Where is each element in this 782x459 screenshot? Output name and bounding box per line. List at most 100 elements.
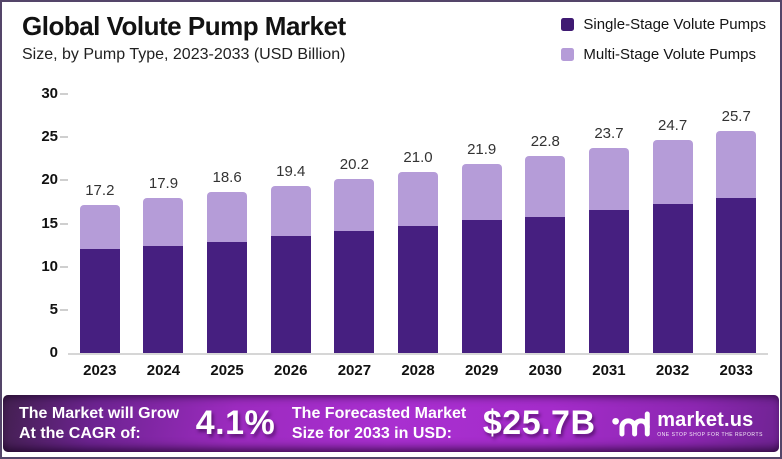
bar-total-label: 24.7 xyxy=(657,116,688,134)
forecast-label-line1: The Forecasted Market xyxy=(291,404,467,422)
bar-segment-single-stage xyxy=(525,216,566,353)
bar xyxy=(398,171,439,353)
bar-group: 21.0 xyxy=(386,94,450,353)
legend-label: Multi-Stage Volute Pumps xyxy=(583,46,756,63)
bar-total-label: 17.2 xyxy=(85,181,115,199)
bar xyxy=(334,178,375,353)
cagr-label: The Market will Grow At the CAGR of: xyxy=(19,404,179,444)
chart-subtitle: Size, by Pump Type, 2023-2033 (USD Billi… xyxy=(22,45,346,63)
x-tick-label: 2027 xyxy=(337,362,372,379)
bar xyxy=(79,204,120,353)
bar-segment-single-stage xyxy=(588,209,629,353)
legend-swatch-single-stage xyxy=(561,18,575,31)
bar-group: 19.4 xyxy=(259,94,323,353)
bar-segment-single-stage xyxy=(207,241,248,353)
bar-segment-single-stage xyxy=(461,220,502,353)
footer-banner: The Market will Grow At the CAGR of: 4.1… xyxy=(3,395,779,452)
bar-total-label: 21.0 xyxy=(403,148,433,166)
bar-segment-multi-stage xyxy=(461,163,502,221)
forecast-label-line2: Size for 2033 in USD: xyxy=(291,424,452,442)
cagr-label-line1: The Market will Grow xyxy=(19,404,180,422)
x-tick-label: 2025 xyxy=(210,362,244,379)
bar-segment-multi-stage xyxy=(143,198,184,246)
bar-group: 17.2 xyxy=(68,94,132,353)
y-tick-label: 25 xyxy=(41,128,58,146)
bar-total-label: 20.2 xyxy=(339,155,369,173)
bar-segment-multi-stage xyxy=(716,131,757,199)
y-tick-label: 30 xyxy=(41,85,58,102)
x-tick-label: 2033 xyxy=(719,362,753,379)
bar-segment-single-stage xyxy=(270,236,311,353)
legend: Single-Stage Volute Pumps Multi-Stage Vo… xyxy=(561,12,766,63)
bar-total-label: 25.7 xyxy=(721,108,751,126)
bar-total-label: 23.7 xyxy=(594,125,624,143)
x-tick-label: 2029 xyxy=(464,362,499,379)
logo-text-block: market.us ONE STOP SHOP FOR THE REPORTS xyxy=(657,410,763,438)
cagr-value: 4.1% xyxy=(195,404,276,442)
y-tick-label: 15 xyxy=(41,214,58,232)
header: Global Volute Pump Market Size, by Pump … xyxy=(22,12,766,64)
legend-label: Single-Stage Volute Pumps xyxy=(583,16,766,33)
marketus-logo-icon xyxy=(612,411,650,436)
bar xyxy=(143,198,184,353)
bar-total-label: 19.4 xyxy=(276,162,306,180)
bar-total-label: 22.8 xyxy=(530,133,560,151)
bar-total-label: 17.9 xyxy=(148,175,179,193)
x-tick-label: 2023 xyxy=(83,362,117,379)
bar-segment-multi-stage xyxy=(334,178,375,232)
bar-group: 22.8 xyxy=(513,94,577,353)
bar-segment-multi-stage xyxy=(525,156,566,217)
y-tick-mark xyxy=(60,308,68,311)
y-tick-mark xyxy=(60,136,68,139)
bar xyxy=(525,156,566,353)
x-tick-label: 2026 xyxy=(274,362,308,379)
x-tick-label: 2030 xyxy=(528,362,562,379)
y-tick-label: 20 xyxy=(41,171,58,189)
forecast-label: The Forecasted Market Size for 2033 in U… xyxy=(292,404,466,444)
y-tick-label: 5 xyxy=(49,300,58,318)
bar xyxy=(461,163,502,353)
bar-segment-single-stage xyxy=(398,226,439,353)
logo-tagline: ONE STOP SHOP FOR THE REPORTS xyxy=(657,431,763,438)
x-tick-label: 2028 xyxy=(401,362,435,379)
x-axis: 2023 2024 2025 2026 2027 2028 2029 2030 2031 2032… xyxy=(68,362,768,379)
bar-segment-single-stage xyxy=(79,249,120,353)
legend-swatch-multi-stage xyxy=(561,48,575,61)
bar xyxy=(716,131,757,353)
bar-total-label: 18.6 xyxy=(212,169,242,187)
chart-title: Global Volute Pump Market xyxy=(22,11,346,41)
legend-item-multi-stage: Multi-Stage Volute Pumps xyxy=(561,46,766,63)
bar-segment-multi-stage xyxy=(207,192,248,242)
y-axis: 0 5 10 15 20 25 30 xyxy=(2,86,58,361)
forecast-value: $25.7B xyxy=(482,404,596,442)
bar-segment-single-stage xyxy=(652,203,693,353)
y-tick-label: 0 xyxy=(49,344,58,361)
bar-segment-single-stage xyxy=(716,198,757,353)
y-tick-mark xyxy=(60,93,68,95)
bar-segment-multi-stage xyxy=(79,204,120,250)
bar-group: 24.7 xyxy=(641,94,705,353)
bar-segment-multi-stage xyxy=(652,139,693,204)
plot-area: 17.2 17.9 18.6 19.4 20.2 21.0 21.9 22.8 23.7 24.7… xyxy=(60,93,768,355)
y-tick-mark xyxy=(60,222,68,225)
bar-group: 25.7 xyxy=(704,94,768,353)
bar xyxy=(270,185,311,353)
bar-group: 21.9 xyxy=(450,94,514,353)
bar xyxy=(207,192,248,353)
legend-item-single-stage: Single-Stage Volute Pumps xyxy=(561,16,766,33)
y-tick-mark xyxy=(60,179,68,182)
bar-segment-multi-stage xyxy=(588,148,629,210)
bar-total-label: 21.9 xyxy=(467,140,497,158)
marketus-logo: market.us ONE STOP SHOP FOR THE REPORTS xyxy=(612,409,763,439)
bar-segment-single-stage xyxy=(334,231,375,353)
bar-group: 23.7 xyxy=(577,94,641,353)
bar-segment-multi-stage xyxy=(398,171,439,227)
bar-segment-multi-stage xyxy=(270,185,311,237)
x-tick-label: 2031 xyxy=(592,362,626,379)
bar-segment-single-stage xyxy=(143,245,184,353)
logo-name: market.us xyxy=(657,408,754,431)
bar-group: 17.9 xyxy=(132,94,196,353)
y-tick-label: 10 xyxy=(41,257,58,275)
